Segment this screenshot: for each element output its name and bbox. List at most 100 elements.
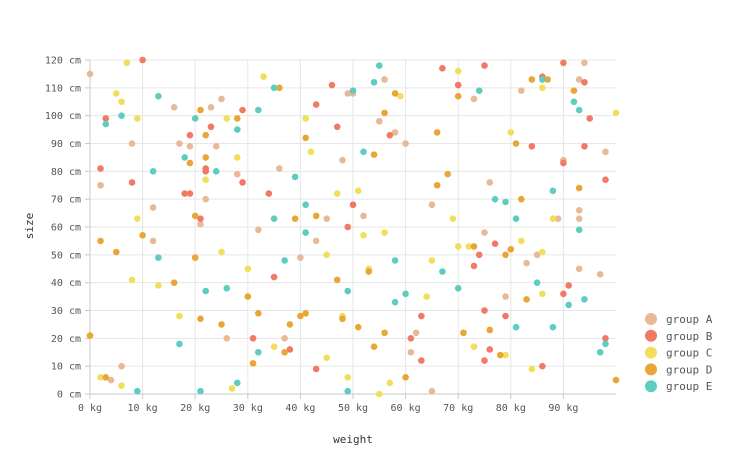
data-point [191,212,199,220]
legend-swatch [645,346,657,359]
data-point [149,237,157,245]
data-point [575,226,583,234]
data-point [397,92,404,100]
data-point [297,254,304,261]
data-point [176,312,183,320]
legend-swatch [645,313,657,325]
data-point [602,340,609,348]
data-point [581,296,588,303]
y-tick-label: 90 cm [51,139,81,150]
data-point [502,198,509,206]
data-point [486,346,494,353]
data-point [197,106,204,114]
data-point [344,374,352,381]
data-point [612,109,620,117]
data-point [113,248,120,256]
data-point [518,87,525,94]
data-point [502,351,509,359]
data-point [439,268,446,275]
data-point [202,154,210,161]
data-point [544,76,551,83]
x-tick-label: 10 kg [128,403,158,414]
data-point [276,165,283,172]
data-points [86,56,620,398]
data-point [391,298,399,306]
data-point [370,343,378,350]
data-point [155,254,162,261]
data-point [186,131,194,139]
legend-swatch [645,329,657,342]
data-point [402,374,409,381]
data-point [102,120,110,128]
data-point [533,279,541,286]
data-point [539,76,546,83]
x-axis-ticks: 0 kg 10 kg 20 kg 30 kg 40 kg 50 kg 60 kg 70 kg 8… [78,394,578,414]
data-point [454,92,462,100]
data-point [470,343,478,350]
data-point [307,148,315,156]
legend-swatch [645,363,657,376]
x-tick-label: 20 kg [180,403,210,414]
data-point [528,365,536,373]
data-point [249,335,257,342]
data-point [260,73,267,80]
data-point [97,374,104,381]
data-point [186,190,194,197]
data-point [581,78,588,86]
data-point [302,115,309,122]
data-point [344,287,352,295]
data-point [560,159,567,167]
y-tick-label: 40 cm [51,278,81,289]
legend-label: group A [666,313,713,326]
data-point [370,151,378,158]
data-point [360,212,367,220]
data-point [370,78,378,86]
data-point [218,321,225,328]
data-point [565,282,572,289]
data-point [223,115,231,122]
data-point [354,187,362,195]
data-point [402,290,409,298]
x-tick-label: 0 kg [78,403,102,414]
data-point [454,284,462,292]
data-point [486,326,494,334]
data-point [223,335,231,342]
data-point [586,115,593,122]
data-point [560,290,567,298]
data-point [481,357,488,364]
data-point [128,276,136,284]
data-point [255,226,262,234]
data-point [97,181,104,189]
y-tick-label: 0 cm [57,390,81,401]
data-point [602,148,609,156]
y-axis-ticks: 0 cm 10 cm 20 cm 30 cm 40 cm 50 cm 60 cm 70 cm 8… [45,56,90,401]
data-point [255,348,262,356]
data-point [197,387,204,395]
data-point [86,70,94,78]
data-point [454,81,462,89]
x-tick-label: 50 kg [338,403,368,414]
data-point [423,293,430,300]
data-point [176,140,183,147]
data-point [454,67,462,75]
data-point [570,87,578,94]
legend-label: group D [666,363,712,376]
data-point [134,215,141,222]
data-point [249,360,257,367]
data-point [581,142,588,150]
data-point [123,59,131,67]
data-point [218,248,225,256]
data-point [581,59,588,67]
data-point [302,309,309,317]
data-point [575,265,583,273]
data-point [302,229,309,236]
data-point [539,290,546,298]
data-point [97,237,104,245]
data-point [376,62,383,69]
x-axis-title: weight [333,433,373,446]
data-point [502,293,509,300]
data-point [276,84,283,92]
data-point [381,229,388,236]
y-tick-label: 110 cm [45,83,81,94]
